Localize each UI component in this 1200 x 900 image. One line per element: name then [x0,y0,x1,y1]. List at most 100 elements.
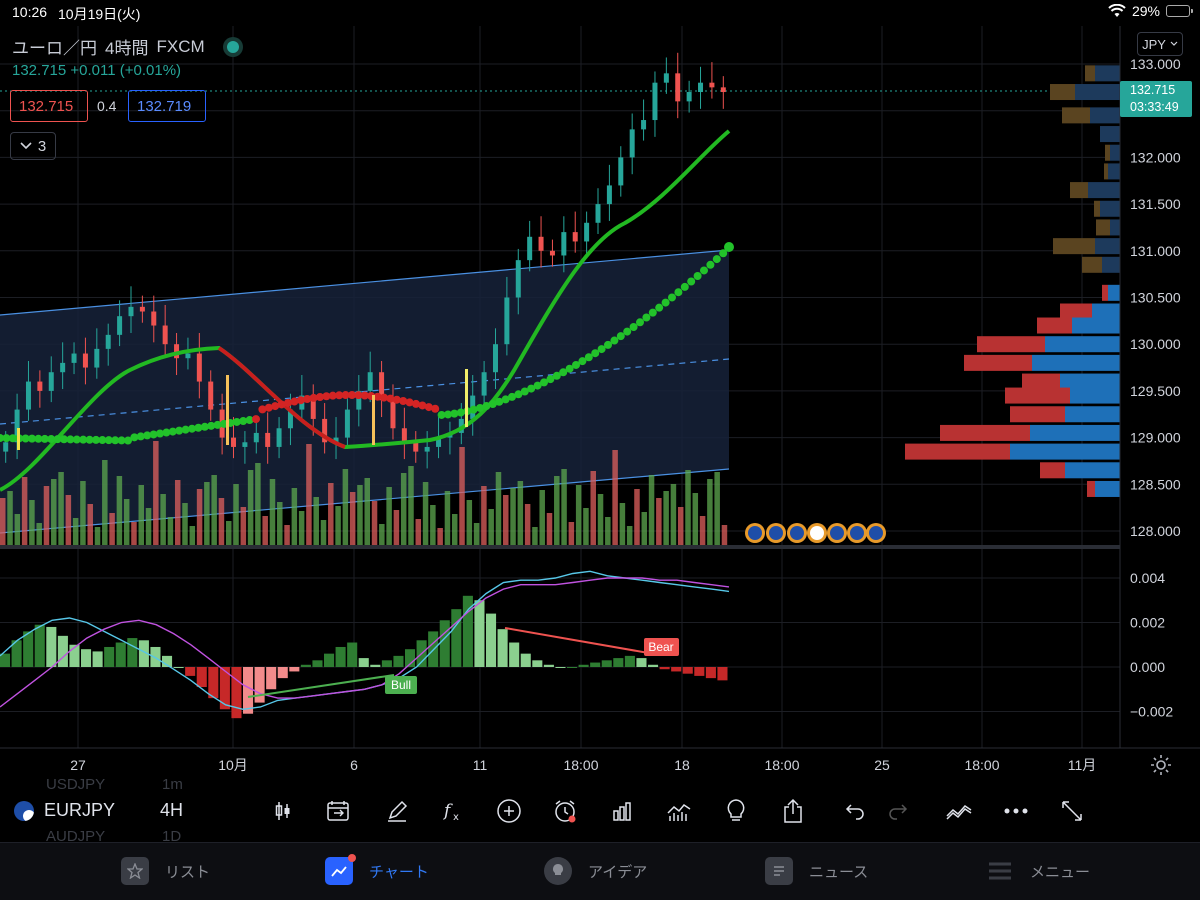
price-tick-label: 130.000 [1130,336,1181,352]
profile-bar-down [1104,163,1108,180]
undo-button[interactable] [840,796,870,826]
dot-ma-point [175,426,184,435]
candle-body [242,442,248,447]
dot-ma-point [252,415,260,424]
pane-separator[interactable] [0,545,1120,549]
symbol-selector[interactable]: EURJPY [14,800,115,821]
timeframe-selector[interactable]: 4H [160,800,184,820]
indicators-collapse-button[interactable]: 3 [10,132,56,160]
tab-menu[interactable]: メニュー [986,857,1090,885]
indicators-count: 3 [37,137,47,155]
volume-bar [342,469,349,548]
share-icon [784,798,802,823]
dot-ma-point [724,242,734,252]
candle-body [641,120,647,130]
sell-button[interactable]: 132.715 [10,90,88,122]
volume-bar [335,506,341,548]
candle-body [652,82,658,121]
dot-ma-point [213,420,222,429]
macd-hist-bar [567,667,578,668]
alert-button[interactable] [550,796,580,826]
buy-button[interactable]: 132.719 [128,90,206,122]
compare-icon [327,801,349,821]
svg-text:x: x [453,812,459,823]
volume-bar [714,472,720,548]
candle-body [367,372,373,391]
profile-bar-down [1040,462,1065,479]
ideas-button[interactable] [721,796,751,826]
dot-ma-point [66,435,75,444]
tab-list[interactable]: リスト [121,857,210,885]
dot-ma-point [348,391,356,400]
bar-chart-button[interactable] [607,796,637,826]
macd-hist-bar [300,664,311,667]
candle-body [25,381,31,410]
chevron-down-icon [20,142,32,150]
gear-icon[interactable] [1150,754,1172,776]
profile-bar-down [1010,406,1065,423]
price-tick-label: 131.500 [1130,196,1181,212]
volume-bar [196,489,203,548]
clock: 10:26 [12,4,48,20]
macd-hist-bar [34,624,45,667]
candle-body [139,306,145,312]
tab-ideas[interactable]: アイデア [544,857,647,885]
profile-bar-down [1096,219,1110,236]
trend-button[interactable] [944,796,974,826]
price-tick-label: 131.000 [1130,243,1181,259]
candle-type-button[interactable] [268,796,298,826]
profile-bar-down [1050,84,1075,101]
macd-hist-bar [81,649,92,667]
volume-bar [284,525,290,548]
macd-hist-bar [208,667,219,699]
chart-legend-title[interactable]: ユーロ／円 4時間 FXCM [12,34,239,59]
macd-axis[interactable]: 0.004 0.002 0.000 −0.002 [1130,570,1173,720]
redo-button[interactable] [883,796,913,826]
tab-chart[interactable]: チャート [325,854,429,885]
event-flag-icon [769,526,783,540]
profile-bar-up [1108,163,1120,180]
dot-ma-point [194,423,203,432]
share-button[interactable] [778,796,808,826]
candle-body [686,92,692,102]
time-axis[interactable]: 27 10月 6 11 18:00 18 18:00 25 18:00 11月 [70,757,1096,773]
profile-bar-down [964,354,1032,371]
currency-selector[interactable]: JPY [1137,32,1183,56]
eur-jpy-flag-icon [14,800,34,821]
volume-profile-button[interactable] [664,796,694,826]
dot-ma-point [546,375,555,384]
price-tick-label: 129.500 [1130,383,1181,399]
profile-bar-down [1022,373,1060,390]
volume-bar [517,481,524,548]
candle-body [698,82,704,93]
draw-button[interactable] [382,796,412,826]
candle-body [265,432,271,447]
candle-body [424,446,430,452]
economic-events[interactable] [745,523,886,543]
dot-ma-point [424,403,433,412]
dot-ma-point [495,397,504,406]
macd-hist-bar [601,660,612,667]
dot-ma-point [533,381,542,390]
compare-button[interactable] [324,796,354,826]
fullscreen-button[interactable] [1057,796,1087,826]
volume-profile [905,65,1120,497]
volume-bar [233,484,239,548]
volume-bar [371,501,378,548]
add-button[interactable] [494,796,524,826]
price-axis[interactable]: 133.000132.500132.000131.500131.000130.5… [1130,56,1181,539]
candle-body [356,390,362,410]
volume-bar [451,514,458,548]
volume-bar [721,525,728,548]
price-tick-label: 132.000 [1130,149,1181,165]
alert-icon [555,800,576,823]
candle-body [379,372,385,401]
time-tick-label: 18:00 [764,757,799,773]
macd-hist-bar [381,660,392,667]
more-button[interactable] [1001,796,1031,826]
candle-body [561,232,567,256]
chart-canvas[interactable]: Bull Bear 133.000132.500132.000131.50013… [0,26,1200,786]
dot-ma-point [706,260,715,269]
tab-news[interactable]: ニュース [765,857,868,885]
